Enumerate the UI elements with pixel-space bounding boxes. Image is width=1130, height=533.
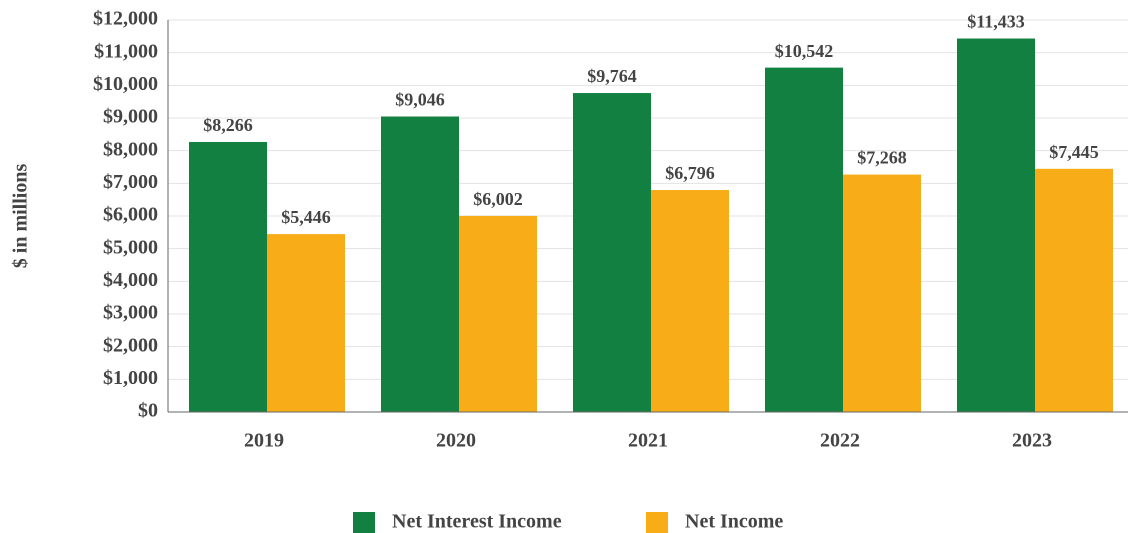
bar [765,67,843,413]
y-axis-label: $ in millions [10,164,32,269]
bar [267,234,345,412]
y-tick-label: $10,000 [93,73,158,95]
bar [459,215,537,412]
x-tick-label: 2019 [244,430,284,452]
x-tick-label: 2020 [436,430,476,452]
y-tick-label: $2,000 [103,334,158,356]
y-tick-label: $4,000 [103,269,158,291]
bar [573,93,651,412]
value-label: $9,046 [395,90,445,110]
value-label: $6,002 [473,189,523,209]
legend-label: Net Income [685,511,783,533]
y-tick-label: $7,000 [103,171,158,193]
x-tick-label: 2021 [628,430,668,452]
legend-swatch [646,512,668,533]
value-label: $5,446 [281,207,331,227]
x-tick-label: 2022 [820,430,860,452]
y-tick-label: $1,000 [103,367,158,389]
legend-swatch [353,512,375,533]
y-tick-label: $11,000 [94,40,158,62]
bar [381,116,459,413]
y-tick-label: $0 [138,400,158,422]
bar [189,141,267,412]
bar [843,174,921,412]
bar [957,38,1035,412]
value-label: $6,796 [665,163,715,183]
bar [1035,168,1113,412]
legend-label: Net Interest Income [392,511,562,533]
bar [651,189,729,412]
value-label: $9,764 [587,66,637,86]
y-tick-label: $12,000 [93,8,158,30]
y-tick-label: $5,000 [103,236,158,258]
y-tick-label: $9,000 [103,106,158,128]
x-tick-label: 2023 [1012,430,1052,452]
value-label: $8,266 [203,115,253,135]
y-tick-label: $8,000 [103,138,158,160]
value-label: $10,542 [775,41,834,61]
value-label: $7,268 [857,148,907,168]
y-tick-label: $3,000 [103,302,158,324]
value-label: $11,433 [967,12,1025,32]
y-tick-label: $6,000 [103,204,158,226]
value-label: $7,445 [1049,142,1099,162]
